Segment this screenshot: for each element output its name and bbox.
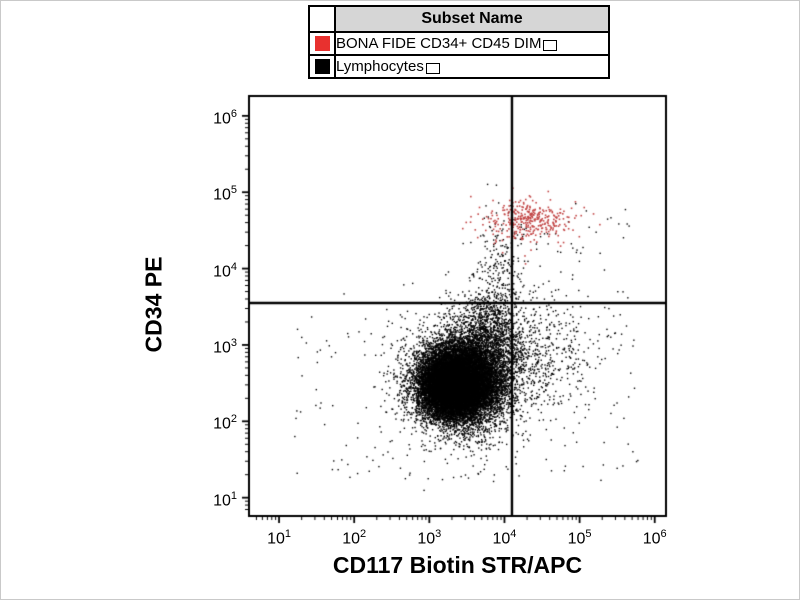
legend-header: Subset Name [334,5,610,33]
subset-legend: Subset Name BONA FIDE CD34+ CD45 DIM Lym… [308,5,610,79]
legend-header-spacer-cell [308,5,336,33]
legend-label-lymphocytes: Lymphocytes [336,58,424,75]
legend-swatch-lymphocytes [314,58,330,74]
legend-count-box-bonafide [543,40,558,51]
legend-count-box-lymphocytes [425,63,440,74]
legend-swatch-bonafide [314,35,330,51]
legend-label-cell: Lymphocytes [334,54,610,79]
legend-label-bonafide: BONA FIDE CD34+ CD45 DIM [336,35,542,52]
legend-row-bonafide: BONA FIDE CD34+ CD45 DIM [308,31,610,56]
legend-label-cell: BONA FIDE CD34+ CD45 DIM [334,31,610,56]
legend-row-lymphocytes: Lymphocytes [308,54,610,79]
y-axis-title: CD34 PE [140,256,167,353]
legend-header-row: Subset Name [308,5,610,33]
legend-swatch-cell [308,31,336,56]
legend-swatch-cell [308,54,336,79]
x-axis-title: CD117 Biotin STR/APC [332,552,583,578]
